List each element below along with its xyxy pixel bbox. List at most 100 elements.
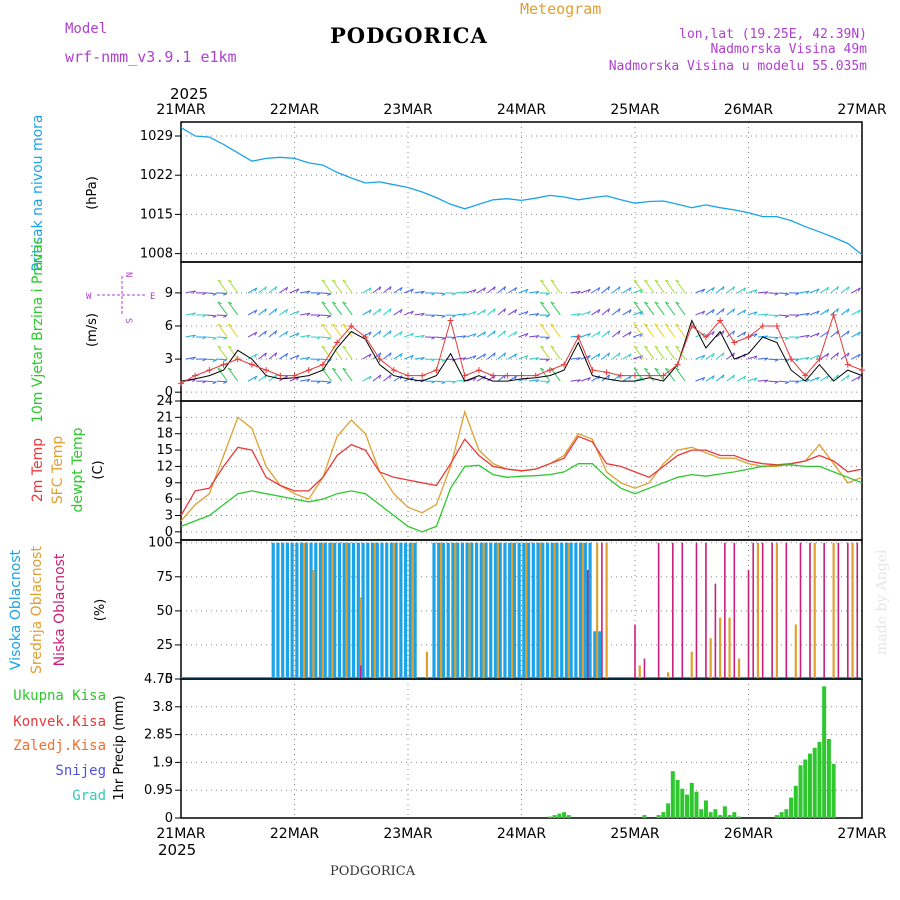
wind-barb <box>591 353 601 360</box>
wind-barb-head <box>795 380 800 384</box>
wind-barb-head <box>228 279 233 283</box>
wind-barb-head <box>473 355 477 360</box>
wind-barb-head <box>192 378 196 383</box>
wind-barb <box>404 310 414 316</box>
wind-barb-head <box>274 352 278 357</box>
wind-barb-head <box>628 331 632 336</box>
wind-barb-head <box>826 375 830 380</box>
wind-barb <box>321 301 332 316</box>
wind-barb <box>726 286 735 294</box>
pressure-panel: 1008 1015 1022 1029 <box>140 121 863 263</box>
wind-barb <box>206 336 217 339</box>
wind-barb <box>840 286 850 294</box>
wind-barb <box>601 352 610 360</box>
y-tick-label: 3 <box>165 508 173 523</box>
temp2m-label: 2m Temp <box>30 438 46 502</box>
wind-barb-head <box>805 334 810 339</box>
precip-bar <box>689 782 694 818</box>
wind-barb-head <box>306 312 311 317</box>
wind-barb-head <box>654 323 659 327</box>
wind-barb <box>570 313 581 316</box>
wind-barb-head <box>784 381 789 385</box>
wind-barb-head <box>212 337 217 341</box>
wind-barb <box>675 323 686 338</box>
wind-barb-head <box>654 279 659 283</box>
wind-barb <box>247 331 258 338</box>
wind-barb <box>383 330 392 338</box>
wind-barb-head <box>342 323 347 327</box>
wind-barb-head <box>514 375 518 380</box>
wind-barb-head <box>795 358 800 362</box>
wind-barb <box>216 314 227 317</box>
wind-barb-head <box>421 335 425 339</box>
compass-n: N <box>123 272 133 277</box>
wind-barb-head <box>483 353 486 358</box>
wind-gust-marker <box>234 356 241 363</box>
product-title: Meteogram <box>520 0 601 18</box>
wind-barb-head <box>732 286 736 291</box>
wind-gust-marker <box>518 372 525 379</box>
wind-barb <box>768 336 779 339</box>
wind-barb-head <box>431 336 436 340</box>
wind-barb <box>736 309 747 316</box>
precip-snow-label: Snijeg <box>55 763 106 779</box>
wind-barb-head <box>296 310 300 315</box>
wind-barb-head <box>306 378 311 383</box>
wind-barb <box>726 374 735 382</box>
wind-barb-head <box>607 308 611 313</box>
precip-hail-label: Grad <box>72 788 106 804</box>
wind-barb <box>414 312 425 316</box>
wind-barb <box>644 345 655 360</box>
wind-barb <box>321 323 332 338</box>
wind-barb-head <box>639 289 643 293</box>
wind-barb-head <box>274 286 278 291</box>
wind-barb <box>705 375 715 382</box>
wind-barb <box>300 378 311 382</box>
wind-barb <box>768 314 779 317</box>
wind-barb <box>778 314 789 317</box>
wind-barb-head <box>732 330 736 335</box>
wind-barb <box>507 309 517 316</box>
wind-barb <box>540 345 551 360</box>
wind-barb-head <box>816 376 820 381</box>
top-date-label: 24MAR <box>497 102 546 118</box>
wind-barb <box>466 311 477 316</box>
wind-gust-marker <box>504 372 511 379</box>
wind-barb-head <box>639 355 643 360</box>
precip-bar <box>708 812 713 818</box>
wind-barb-head <box>805 356 810 361</box>
wind-barb <box>507 331 517 338</box>
wind-barb <box>456 335 467 338</box>
wind-barb <box>435 380 446 383</box>
wind-barb-head <box>332 301 337 305</box>
wind-barb-head <box>327 293 332 296</box>
y-tick-label: 15 <box>156 443 173 458</box>
wind-barb-head <box>597 331 601 336</box>
wind-barb-head <box>342 367 347 371</box>
wind-barb <box>664 279 676 294</box>
wind-barb-head <box>223 293 228 296</box>
wind-barb-head <box>264 308 267 313</box>
panel-frame <box>180 678 863 819</box>
cloud-mid-label: Srednja Oblacnost <box>29 546 45 674</box>
wind-gust-marker <box>632 372 638 379</box>
wind-barb <box>372 374 382 382</box>
wind-barb-head <box>389 286 392 291</box>
wind-barb <box>300 356 311 360</box>
wind-barb-head <box>514 287 518 292</box>
wind-barb-head <box>483 309 486 314</box>
precip-bar <box>680 788 685 818</box>
wind-barb <box>300 312 311 316</box>
wind-barb-head <box>607 330 611 335</box>
wind-barb-head <box>753 355 758 360</box>
wind-barb-head <box>753 311 758 316</box>
wind-barb <box>601 330 610 338</box>
wind-barb-head <box>410 355 414 359</box>
wind-barb <box>809 376 820 382</box>
compass-s: S <box>123 318 133 323</box>
wind-barb-head <box>452 314 457 318</box>
wind-barb-head <box>217 301 222 305</box>
wind-barb <box>279 353 288 360</box>
y-tick-label: 1022 <box>140 168 173 183</box>
wind-barb <box>830 330 839 338</box>
